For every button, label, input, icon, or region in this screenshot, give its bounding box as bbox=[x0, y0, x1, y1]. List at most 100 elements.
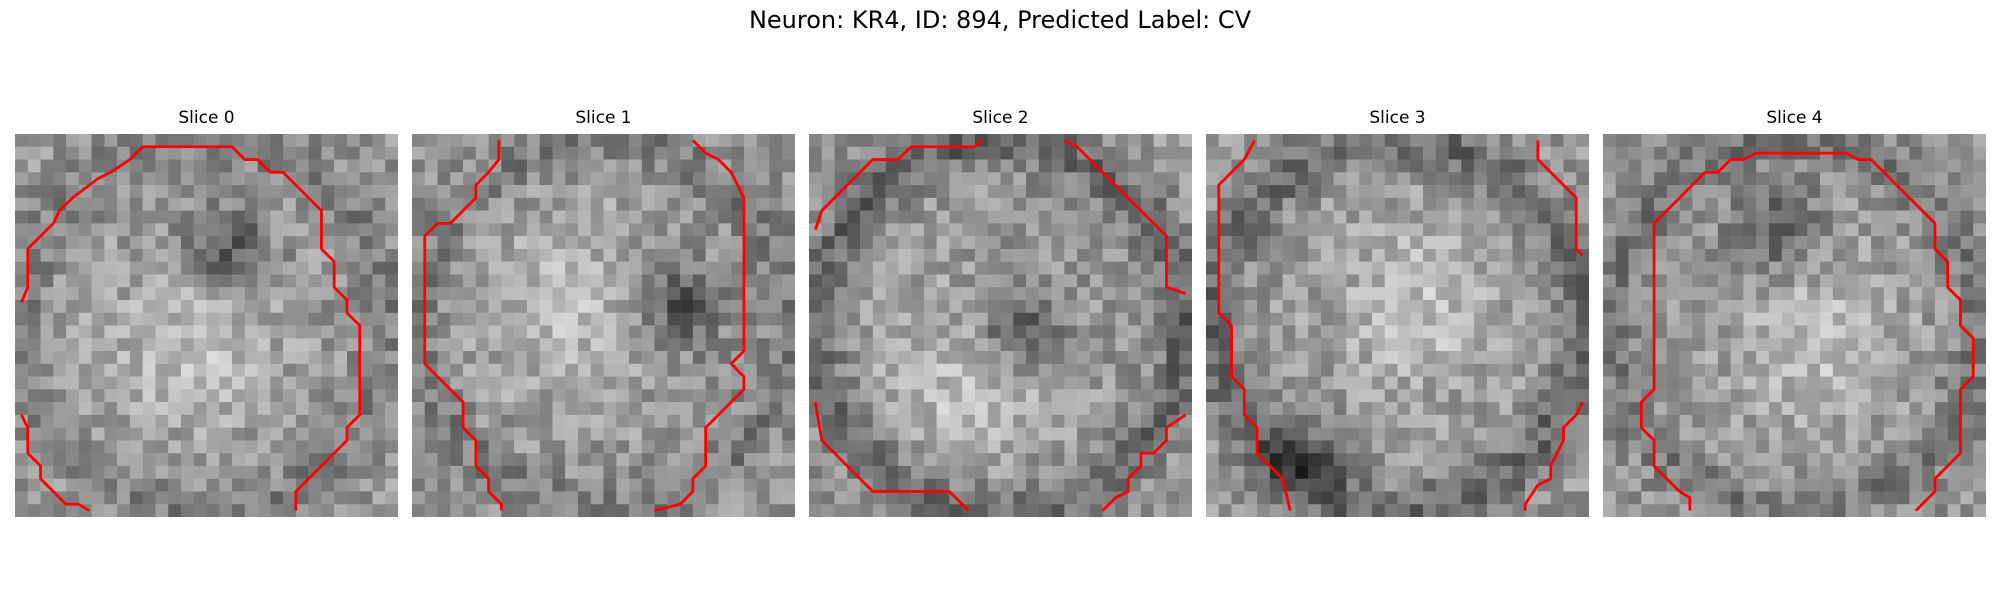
pixel bbox=[718, 172, 731, 185]
pixel bbox=[1525, 377, 1538, 390]
pixel bbox=[1807, 211, 1820, 224]
pixel bbox=[1846, 287, 1859, 300]
pixel bbox=[860, 172, 873, 185]
pixel bbox=[731, 428, 744, 441]
pixel bbox=[130, 326, 143, 339]
pixel bbox=[450, 262, 463, 275]
pixel bbox=[1257, 491, 1270, 504]
pixel bbox=[321, 147, 334, 160]
pixel bbox=[1512, 440, 1525, 453]
pixel bbox=[117, 198, 130, 211]
pixel bbox=[782, 313, 795, 326]
pixel bbox=[655, 134, 668, 147]
pixel bbox=[1141, 504, 1154, 517]
pixel bbox=[463, 504, 476, 517]
pixel bbox=[1039, 479, 1052, 492]
pixel bbox=[1576, 466, 1589, 479]
pixel bbox=[757, 274, 770, 287]
pixel bbox=[181, 415, 194, 428]
pixel bbox=[718, 440, 731, 453]
pixel bbox=[1308, 249, 1321, 262]
pixel bbox=[809, 300, 822, 313]
pixel bbox=[1512, 351, 1525, 364]
pixel bbox=[1257, 236, 1270, 249]
pixel bbox=[1641, 198, 1654, 211]
pixel bbox=[258, 274, 271, 287]
pixel bbox=[168, 377, 181, 390]
pixel bbox=[860, 415, 873, 428]
pixel bbox=[1385, 223, 1398, 236]
pixel bbox=[1525, 236, 1538, 249]
pixel bbox=[527, 198, 540, 211]
pixel bbox=[886, 491, 899, 504]
pixel bbox=[1935, 134, 1948, 147]
pixel bbox=[706, 262, 719, 275]
pixel bbox=[616, 402, 629, 415]
pixel bbox=[28, 172, 41, 185]
pixel bbox=[372, 338, 385, 351]
pixel bbox=[1334, 211, 1347, 224]
pixel bbox=[1026, 351, 1039, 364]
pixel bbox=[1474, 134, 1487, 147]
pixel bbox=[693, 236, 706, 249]
pixel bbox=[1321, 134, 1334, 147]
pixel bbox=[898, 364, 911, 377]
pixel bbox=[949, 172, 962, 185]
pixel bbox=[1064, 287, 1077, 300]
pixel bbox=[1629, 211, 1642, 224]
pixel bbox=[245, 453, 258, 466]
pixel bbox=[296, 223, 309, 236]
pixel bbox=[1705, 147, 1718, 160]
pixel bbox=[1820, 274, 1833, 287]
pixel bbox=[1897, 402, 1910, 415]
pixel bbox=[1795, 504, 1808, 517]
pixel bbox=[1064, 262, 1077, 275]
pixel bbox=[642, 377, 655, 390]
pixel bbox=[1026, 211, 1039, 224]
pixel bbox=[975, 160, 988, 173]
pixel bbox=[501, 313, 514, 326]
pixel bbox=[731, 134, 744, 147]
pixel bbox=[1308, 300, 1321, 313]
pixel bbox=[578, 236, 591, 249]
pixel bbox=[1858, 300, 1871, 313]
pixel bbox=[1449, 134, 1462, 147]
pixel bbox=[1487, 466, 1500, 479]
pixel bbox=[769, 440, 782, 453]
pixel bbox=[1667, 313, 1680, 326]
pixel bbox=[718, 198, 731, 211]
pixel bbox=[1321, 198, 1334, 211]
pixel bbox=[489, 453, 502, 466]
pixel bbox=[258, 287, 271, 300]
pixel bbox=[860, 134, 873, 147]
pixel bbox=[1525, 198, 1538, 211]
pixel bbox=[1013, 262, 1026, 275]
pixel bbox=[412, 377, 425, 390]
pixel bbox=[66, 211, 79, 224]
pixel bbox=[514, 172, 527, 185]
pixel bbox=[1474, 236, 1487, 249]
pixel bbox=[975, 428, 988, 441]
pixel bbox=[937, 313, 950, 326]
pixel bbox=[769, 287, 782, 300]
pixel bbox=[425, 300, 438, 313]
pixel bbox=[117, 287, 130, 300]
pixel bbox=[1563, 338, 1576, 351]
pixel bbox=[1372, 402, 1385, 415]
pixel bbox=[667, 223, 680, 236]
pixel bbox=[1372, 172, 1385, 185]
pixel bbox=[1629, 262, 1642, 275]
pixel bbox=[1500, 326, 1513, 339]
pixel bbox=[552, 300, 565, 313]
pixel bbox=[1077, 491, 1090, 504]
pixel bbox=[1270, 415, 1283, 428]
pixel bbox=[1551, 479, 1564, 492]
pixel bbox=[1232, 453, 1245, 466]
pixel bbox=[565, 479, 578, 492]
pixel bbox=[1922, 389, 1935, 402]
pixel bbox=[476, 185, 489, 198]
pixel bbox=[283, 249, 296, 262]
pixel bbox=[1680, 389, 1693, 402]
pixel bbox=[143, 338, 156, 351]
pixel bbox=[655, 223, 668, 236]
